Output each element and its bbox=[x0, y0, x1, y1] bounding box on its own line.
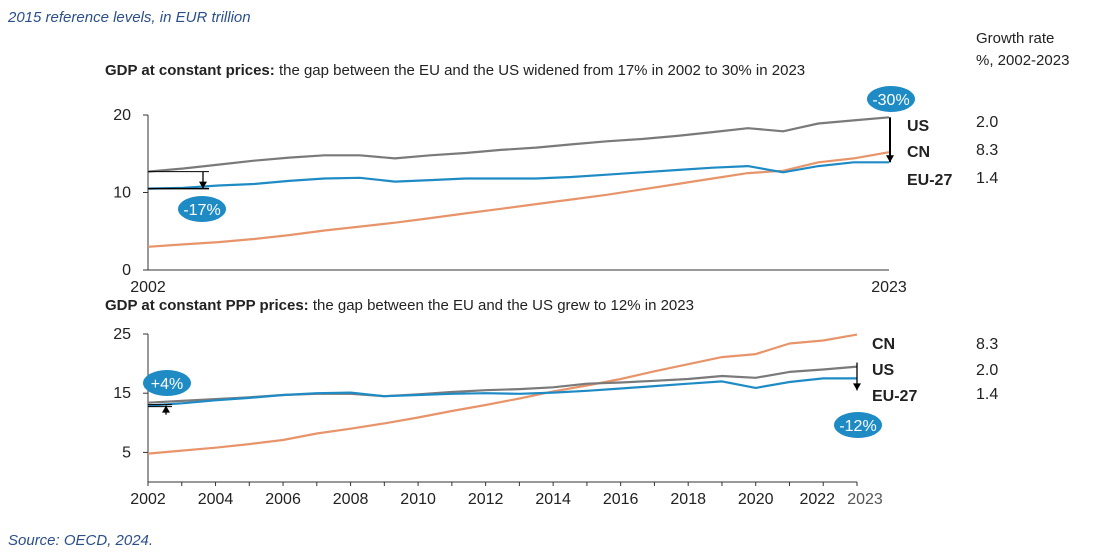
growth-value-cn: 8.3 bbox=[976, 336, 998, 353]
x-tick-label: 2012 bbox=[468, 491, 504, 508]
series-label-cn: CN bbox=[907, 144, 930, 161]
panel2-title-rest: the gap between the EU and the US grew t… bbox=[308, 297, 694, 314]
y-tick-label: 5 bbox=[122, 444, 131, 461]
x-tick-label: 2022 bbox=[799, 491, 835, 508]
x-tick-label: 2006 bbox=[265, 491, 301, 508]
gap-2023-arrow-head bbox=[886, 155, 894, 163]
series-label-us: US bbox=[872, 362, 895, 379]
x-tick-label: 2018 bbox=[670, 491, 706, 508]
growth-value-eu-27: 1.4 bbox=[976, 386, 998, 403]
badge-minus-30: -30% bbox=[872, 92, 909, 109]
series-label-eu-27: EU-27 bbox=[907, 172, 952, 189]
chart-subtitle: 2015 reference levels, in EUR trillion bbox=[8, 9, 251, 26]
badge-minus-12-bg bbox=[834, 412, 882, 438]
x-tick-label: 2014 bbox=[535, 491, 571, 508]
series-line-cn bbox=[147, 151, 890, 248]
gap-2002-arrow-head bbox=[199, 181, 207, 189]
badge-minus-30-bg bbox=[867, 86, 915, 112]
x-tick-label: 2023 bbox=[847, 491, 883, 508]
series-line-eu-27 bbox=[147, 377, 857, 407]
panel1-title: GDP at constant prices: the gap between … bbox=[105, 62, 805, 79]
y-tick-label: 20 bbox=[113, 107, 131, 124]
x-tick-label: 2010 bbox=[400, 491, 436, 508]
growth-rate-unit: %, 2002-2023 bbox=[976, 52, 1070, 69]
panel2-title-bold: GDP at constant PPP prices: bbox=[105, 297, 309, 314]
y-tick-label: 25 bbox=[113, 326, 131, 343]
series-label-us: US bbox=[907, 118, 930, 135]
y-tick-label: 10 bbox=[113, 185, 131, 202]
growth-value-us: 2.0 bbox=[976, 362, 998, 379]
panel1-title-rest: the gap between the EU and the US widene… bbox=[274, 62, 806, 79]
x-tick-label: 2016 bbox=[603, 491, 639, 508]
growth-value-us: 2.0 bbox=[976, 114, 998, 131]
badge-minus-17-bg bbox=[178, 196, 226, 222]
y-tick-label: 15 bbox=[113, 385, 131, 402]
y-tick-label: 0 bbox=[122, 262, 131, 279]
panel2-title: GDP at constant PPP prices: the gap betw… bbox=[105, 297, 694, 314]
panel1-title-bold: GDP at constant prices: bbox=[105, 62, 275, 79]
series-line-us bbox=[147, 116, 890, 173]
x-tick-label: 2004 bbox=[198, 491, 234, 508]
x-tick-label: 2002 bbox=[130, 491, 166, 508]
series-line-cn bbox=[147, 333, 858, 455]
x-tick-label: 2008 bbox=[333, 491, 369, 508]
badge-minus-12: -12% bbox=[839, 418, 876, 435]
series-label-cn: CN bbox=[872, 336, 895, 353]
growth-value-cn: 8.3 bbox=[976, 142, 998, 159]
growth-rate-header: Growth rate bbox=[976, 30, 1055, 47]
x-tick-label: 2002 bbox=[130, 279, 166, 296]
series-label-eu-27: EU-27 bbox=[872, 388, 917, 405]
gap-2023-arrow-head bbox=[853, 383, 861, 391]
growth-value-eu-27: 1.4 bbox=[976, 170, 998, 187]
source-note: Source: OECD, 2024. bbox=[8, 532, 154, 549]
series-line-eu-27 bbox=[147, 161, 889, 190]
x-tick-label: 2023 bbox=[871, 279, 907, 296]
gap-2002-arrow-head bbox=[162, 405, 170, 413]
x-tick-label: 2020 bbox=[738, 491, 774, 508]
badge-minus-17: -17% bbox=[183, 202, 220, 219]
badge-plus-4-bg bbox=[143, 370, 191, 396]
badge-plus-4: +4% bbox=[151, 376, 183, 393]
